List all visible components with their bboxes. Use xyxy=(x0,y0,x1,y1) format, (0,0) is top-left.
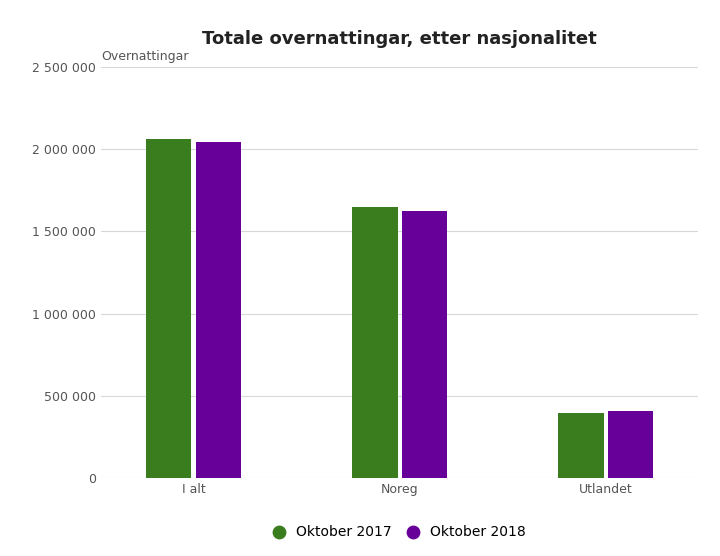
Bar xyxy=(608,411,653,478)
Legend: Oktober 2017, Oktober 2018: Oktober 2017, Oktober 2018 xyxy=(266,518,533,546)
Bar xyxy=(146,139,192,478)
Bar xyxy=(402,211,447,478)
Title: Totale overnattingar, etter nasjonalitet: Totale overnattingar, etter nasjonalitet xyxy=(202,31,597,48)
Bar xyxy=(352,207,397,478)
Bar xyxy=(196,142,241,478)
Bar xyxy=(558,413,603,478)
Text: Overnattingar: Overnattingar xyxy=(101,49,189,63)
